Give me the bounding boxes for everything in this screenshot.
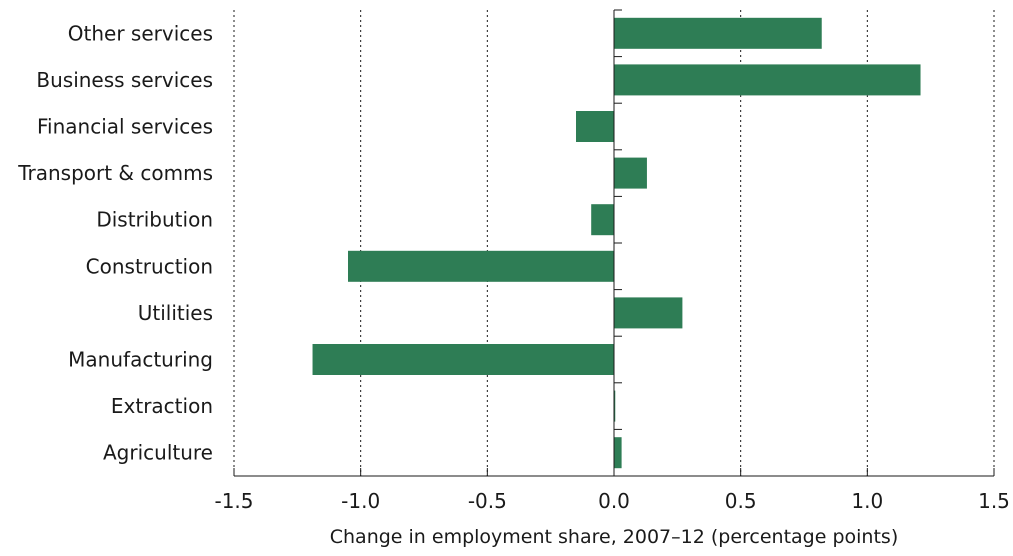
x-axis-title: Change in employment share, 2007–12 (per…: [330, 526, 898, 548]
x-tick-label: -0.5: [468, 489, 507, 513]
category-label: Utilities: [138, 301, 213, 325]
bar: [614, 390, 616, 422]
bar: [614, 437, 622, 469]
category-labels: Other services Business services Financial…: [17, 21, 213, 464]
x-tick-label: 1.5: [978, 489, 1010, 513]
bar: [614, 64, 921, 96]
category-label: Construction: [86, 254, 213, 278]
x-tick-label: -1.0: [341, 489, 380, 513]
x-tick-label: 0.5: [725, 489, 757, 513]
category-label: Business services: [36, 68, 213, 92]
bar: [614, 157, 647, 189]
category-label: Financial services: [37, 115, 213, 139]
x-tick-label: 0.0: [598, 489, 630, 513]
x-tick-labels: -1.5 -1.0 -0.5 0.0 0.5 1.0 1.5: [214, 489, 1009, 513]
bar: [591, 204, 614, 236]
bar: [348, 250, 614, 282]
category-label: Manufacturing: [68, 348, 213, 372]
bars: [312, 17, 921, 469]
category-label: Transport & comms: [17, 161, 213, 185]
x-tick-label: -1.5: [214, 489, 253, 513]
x-tick-label: 1.0: [851, 489, 883, 513]
bar: [614, 17, 822, 49]
category-label: Other services: [68, 21, 213, 45]
axes: [233, 9, 995, 477]
category-label: Agriculture: [103, 441, 213, 465]
bar: [614, 297, 683, 329]
bar: [576, 111, 614, 142]
bar: [312, 344, 614, 375]
category-label: Distribution: [96, 208, 213, 232]
category-label: Extraction: [111, 394, 213, 418]
